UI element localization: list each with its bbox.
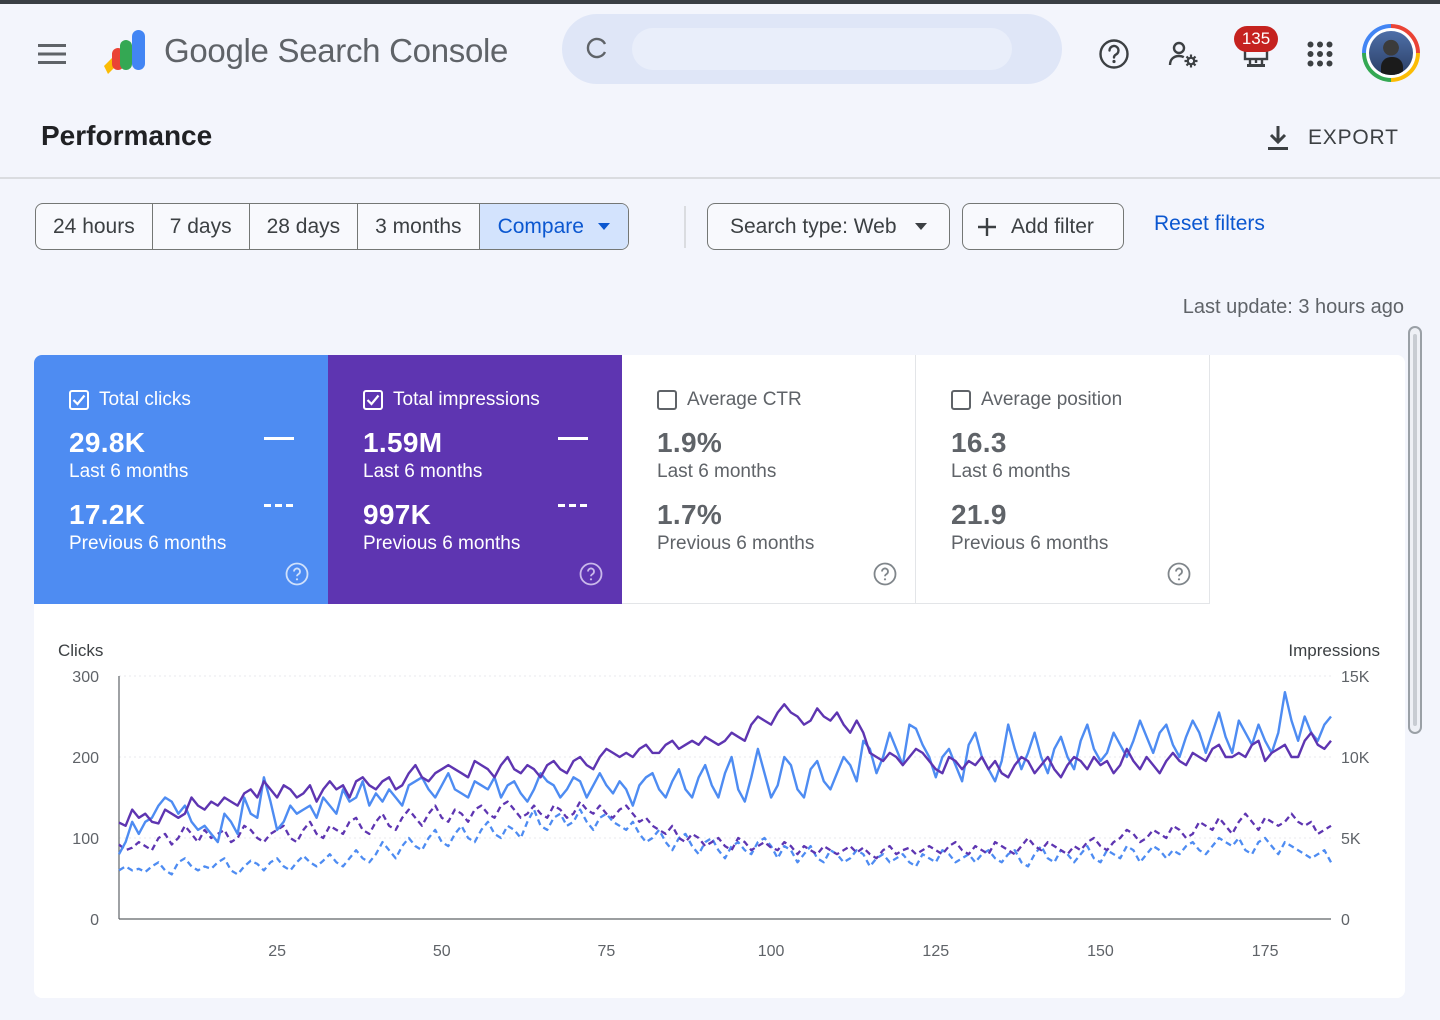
metric-label: Total clicks <box>99 389 191 410</box>
add-filter-label: Add filter <box>1011 214 1094 238</box>
checkbox-checked-icon[interactable] <box>363 390 383 410</box>
search-type-label: Search type: Web <box>730 214 897 238</box>
help-icon[interactable] <box>1167 562 1191 586</box>
export-label: EXPORT <box>1308 126 1399 149</box>
checkbox-checked-icon[interactable] <box>69 390 89 410</box>
left-tick-label: 0 <box>90 912 99 929</box>
export-button[interactable]: EXPORT <box>1266 118 1399 158</box>
top-app-bar: Google Search Console 135 <box>0 4 1440 100</box>
metric-period: Last 6 months <box>951 461 1071 482</box>
search-input[interactable] <box>632 28 1012 70</box>
search-type-dropdown[interactable]: Search type: Web <box>707 203 950 250</box>
dropdown-arrow-icon <box>597 223 610 230</box>
metric-prev-value: 997K <box>363 499 432 530</box>
metric-tile-total-impressions[interactable]: Total impressions 1.59M Last 6 months 99… <box>328 355 622 604</box>
apps-grid-icon[interactable] <box>1296 30 1344 78</box>
series-line-impressions-previous <box>118 800 1332 860</box>
x-tick-label: 100 <box>758 943 785 960</box>
metric-label: Average CTR <box>687 389 802 410</box>
checkbox-unchecked-icon[interactable] <box>657 390 677 410</box>
left-tick-label: 100 <box>72 831 99 848</box>
metric-period: Last 6 months <box>363 461 483 482</box>
x-tick-label: 125 <box>922 943 949 960</box>
dropdown-arrow-icon <box>914 223 927 230</box>
help-icon[interactable] <box>873 562 897 586</box>
filter-separator <box>684 206 686 248</box>
date-option-7-days[interactable]: 7 days <box>153 204 250 249</box>
date-option-3-months[interactable]: 3 months <box>358 204 480 249</box>
compare-label: Compare <box>497 214 584 238</box>
date-range-selector: 24 hours 7 days 28 days 3 months Compare <box>35 203 629 250</box>
left-tick-label: 200 <box>72 750 99 767</box>
metric-prev-period: Previous 6 months <box>657 533 815 554</box>
header-divider <box>0 177 1440 179</box>
page-title: Performance <box>41 120 213 151</box>
manage-users-icon[interactable] <box>1160 30 1208 78</box>
x-tick-label: 175 <box>1252 943 1279 960</box>
notifications-badge: 135 <box>1234 26 1278 52</box>
metric-tile-average-ctr[interactable]: Average CTR 1.9% Last 6 months 1.7% Prev… <box>622 355 916 604</box>
solid-line-legend-icon <box>264 437 294 440</box>
x-tick-label: 75 <box>598 943 616 960</box>
metric-value: 29.8K <box>69 427 146 458</box>
download-icon <box>1268 126 1288 150</box>
help-icon[interactable] <box>1090 30 1138 78</box>
x-tick-label: 50 <box>433 943 451 960</box>
url-inspection-search[interactable] <box>562 14 1062 84</box>
metric-prev-period: Previous 6 months <box>69 533 227 554</box>
metric-period: Last 6 months <box>657 461 777 482</box>
reset-filters-link[interactable]: Reset filters <box>1154 212 1265 235</box>
right-axis-title: Impressions <box>1288 641 1380 660</box>
app-name[interactable]: Google Search Console <box>164 32 509 69</box>
right-tick-label: 15K <box>1341 669 1370 686</box>
series-line-clicks-current <box>117 690 1332 855</box>
solid-line-legend-icon <box>558 437 588 440</box>
metric-prev-value: 1.7% <box>657 499 723 530</box>
performance-card: Total clicks 29.8K Last 6 months 17.2K P… <box>34 355 1405 998</box>
dashed-line-legend-icon <box>264 504 294 507</box>
right-tick-label: 10K <box>1341 750 1370 767</box>
right-tick-label: 0 <box>1341 912 1350 929</box>
metric-prev-period: Previous 6 months <box>951 533 1109 554</box>
search-console-logo[interactable] <box>98 26 150 78</box>
notifications-icon[interactable] <box>1232 30 1280 78</box>
menu-icon[interactable] <box>28 30 76 78</box>
metric-prev-period: Previous 6 months <box>363 533 521 554</box>
series-line-impressions-current <box>118 703 1332 828</box>
metric-prev-value: 21.9 <box>951 499 1007 530</box>
loading-spinner-icon <box>586 37 607 59</box>
add-filter-button[interactable]: Add filter <box>962 203 1124 250</box>
left-tick-label: 300 <box>72 669 99 686</box>
metric-value: 1.59M <box>363 427 443 458</box>
metric-prev-value: 17.2K <box>69 499 146 530</box>
metric-value: 16.3 <box>951 427 1007 458</box>
metric-label: Total impressions <box>393 389 540 410</box>
series-line-clicks-previous <box>118 808 1333 876</box>
metric-tile-average-position[interactable]: Average position 16.3 Last 6 months 21.9… <box>916 355 1210 604</box>
scrollbar[interactable] <box>1408 326 1422 734</box>
window-top-edge <box>0 0 1440 4</box>
right-tick-label: 5K <box>1341 831 1361 848</box>
last-update-text: Last update: 3 hours ago <box>1182 296 1404 318</box>
performance-chart[interactable]: Clicks Impressions 0 0 100 5K 200 10K 300 15K 25… <box>34 604 1405 998</box>
dashed-line-legend-icon <box>558 504 588 507</box>
metric-label: Average position <box>981 389 1123 410</box>
compare-dropdown[interactable]: Compare <box>479 204 628 249</box>
avatar[interactable] <box>1362 24 1420 82</box>
checkbox-unchecked-icon[interactable] <box>951 390 971 410</box>
metric-period: Last 6 months <box>69 461 189 482</box>
date-option-24-hours[interactable]: 24 hours <box>36 204 153 249</box>
date-option-28-days[interactable]: 28 days <box>250 204 359 249</box>
help-icon[interactable] <box>285 562 309 586</box>
x-tick-label: 150 <box>1087 943 1114 960</box>
plus-icon <box>978 217 996 236</box>
metric-value: 1.9% <box>657 427 723 458</box>
left-axis-title: Clicks <box>58 641 103 660</box>
metric-tile-total-clicks[interactable]: Total clicks 29.8K Last 6 months 17.2K P… <box>34 355 328 604</box>
x-tick-label: 25 <box>268 943 286 960</box>
help-icon[interactable] <box>579 562 603 586</box>
